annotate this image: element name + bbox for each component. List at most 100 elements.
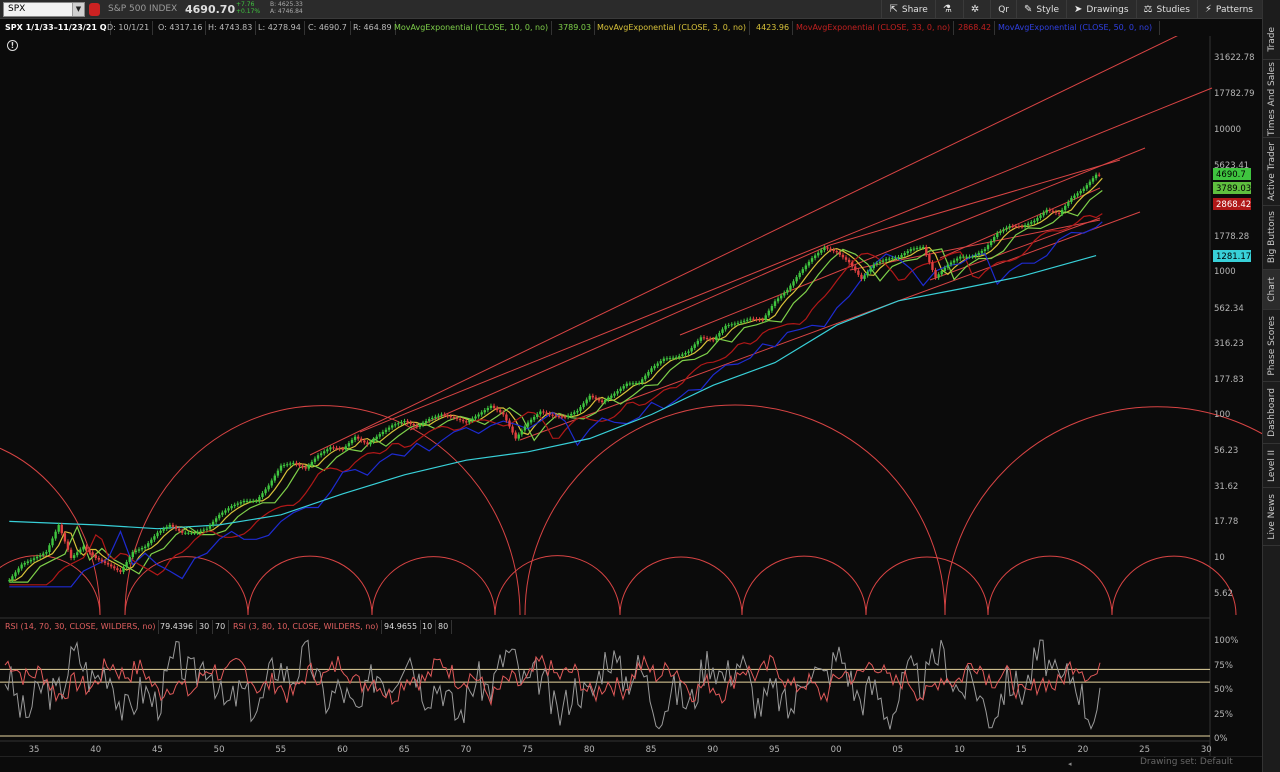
candle-body [1088,181,1092,186]
price-badge: 1281.17 [1213,250,1251,262]
ma4-label[interactable]: MovAvgExponential (CLOSE, 50, 0, no) [995,21,1160,35]
ma2-label[interactable]: MovAvgExponential (CLOSE, 3, 0, no) [594,21,751,35]
time-tick-label: 60 [337,745,348,755]
tab-trade[interactable]: Trade [1263,20,1280,60]
info-icon[interactable]: ! [7,40,18,51]
candle-body [372,439,375,442]
candle-down [508,418,511,429]
candle-down [1017,224,1021,229]
candle-up [45,549,48,556]
candle-body [699,337,703,341]
candle-up [242,498,246,505]
chevron-down-icon[interactable]: ▼ [72,3,84,16]
candle-up [26,559,30,566]
patterns-button[interactable]: ⚡ Patterns [1196,0,1260,19]
qr-button[interactable]: Qr [990,0,1016,19]
candle-up [344,444,348,452]
candle-body [134,550,138,553]
candle-body [245,500,249,502]
rsi-tick-label: 25% [1214,710,1233,720]
candle-body [369,441,372,445]
candle-body [57,524,60,532]
candle-body [1094,174,1098,179]
tab-active-trader[interactable]: Active Trader [1263,138,1280,206]
time-tick-label: 95 [769,745,780,755]
tab-live-news[interactable]: Live News [1263,488,1280,546]
tab-big-buttons[interactable]: Big Buttons [1263,206,1280,270]
style-button[interactable]: ✎ Style [1016,0,1066,19]
candle-down [502,410,505,417]
candle-down [594,395,598,402]
candle-down [341,446,344,452]
tab-level-ii[interactable]: Level II [1263,444,1280,488]
candle-down [860,272,863,282]
candle-body [35,556,39,559]
candle-up [665,356,669,361]
chart-range[interactable]: SPX 1/1/33–11/23/21 Q [2,21,111,35]
candle-body [1011,225,1014,227]
drawings-label: Drawings [1086,4,1129,15]
candle-body [810,258,814,262]
candle-body [520,430,524,435]
candle-body [360,438,363,441]
price-chart[interactable]: 31622.7817782.79100005623.411778.2810005… [0,36,1262,756]
candle-body [789,285,792,290]
candle-up [1060,207,1064,217]
share-button[interactable]: ⇱ Share [881,0,934,19]
flask-button[interactable]: ⚗ [934,0,963,19]
studies-button[interactable]: ⚖ Studies [1135,0,1197,19]
candle-body [125,561,128,567]
tab-phase-scores[interactable]: Phase Scores [1263,310,1280,382]
candle-body [850,262,854,267]
candle-up [418,422,422,430]
drawing-set-label[interactable]: Drawing set: Default [1140,757,1233,767]
candle-up [125,559,128,570]
candle-up [607,395,610,403]
candle-body [51,538,54,546]
candle-up [285,462,289,468]
candle-down [829,246,832,253]
candle-up [996,230,999,240]
top-toolbar: SPX ▼ S&P 500 INDEX 4690.70 +7.76 +0.17%… [0,0,1262,19]
price-tick-label: 1778.28 [1214,232,1249,242]
rsi1-label[interactable]: RSI (14, 70, 30, CLOSE, WILDERS, no) [2,620,160,634]
candle-down [542,409,545,415]
candle-body [45,552,48,554]
candle-body [548,413,551,415]
large-arc [124,405,521,616]
candle-down [1020,224,1024,229]
symbol-input[interactable]: SPX ▼ [3,2,85,17]
candle-body [928,254,931,263]
candle-body [952,260,956,263]
candle-down [458,416,462,423]
candle-up [983,247,987,254]
candle-body [85,546,88,550]
candle-body [668,358,672,360]
settings-button[interactable]: ✲ [962,0,990,19]
candle-down [1097,172,1101,177]
symbol-flag-icon[interactable] [89,3,100,16]
candle-body [255,500,258,502]
tab-dashboard[interactable]: Dashboard [1263,382,1280,444]
candle-body [792,281,795,286]
time-tick-label: 90 [707,745,718,755]
ma1-label[interactable]: MovAvgExponential (CLOSE, 10, 0, no) [391,21,553,35]
bottom-bar [0,756,1262,772]
style-label: Style [1036,4,1060,15]
candle-up [1085,182,1089,191]
candle-up [1091,176,1095,184]
ma3-label[interactable]: MovAvgExponential (CLOSE, 33, 0, no) [793,21,955,35]
candle-up [894,255,897,261]
rsi-panel [0,639,1210,737]
candle-body [634,383,638,385]
drawings-button[interactable]: ➤ Drawings [1066,0,1136,19]
candle-down [557,413,561,419]
candle-down [106,560,110,567]
candle-body [545,412,548,414]
candle-up [900,252,903,260]
tab-times-and-sales[interactable]: Times And Sales [1263,60,1280,138]
tab-chart[interactable]: Chart [1263,270,1280,310]
candle-down [705,335,709,341]
rsi2-label[interactable]: RSI (3, 80, 10, CLOSE, WILDERS, no) [230,620,383,634]
scroll-left-icon[interactable]: ◂ [1068,760,1072,768]
